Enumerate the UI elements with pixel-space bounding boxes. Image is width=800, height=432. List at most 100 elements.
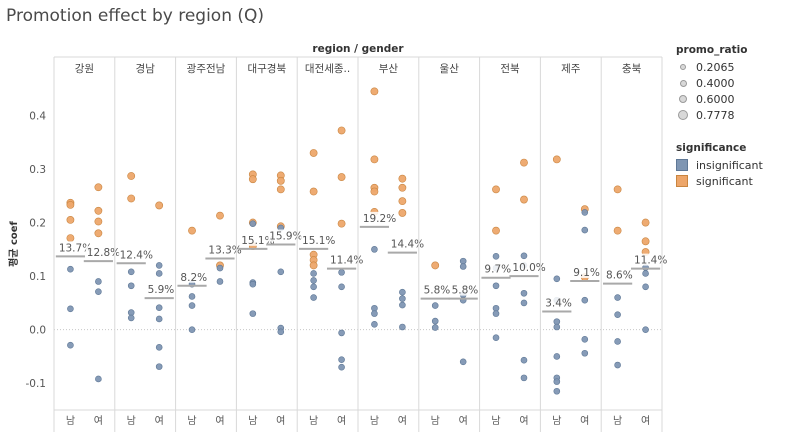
- data-point-insignificant: [371, 246, 378, 253]
- average-label: 5.8%: [424, 285, 451, 297]
- data-point-significant: [66, 201, 75, 209]
- significant-swatch-icon: [676, 175, 688, 187]
- data-point-insignificant: [188, 293, 196, 300]
- data-point-significant: [520, 195, 528, 204]
- average-label: 11.4%: [634, 255, 667, 267]
- data-point-insignificant: [614, 361, 621, 369]
- data-point-insignificant: [553, 323, 561, 331]
- data-point-insignificant: [581, 209, 589, 216]
- average-label: 8.2%: [180, 272, 207, 284]
- gender-label: 여: [641, 415, 650, 427]
- data-point-insignificant: [188, 302, 196, 309]
- y-tick-label: 0.4: [29, 110, 46, 122]
- data-point-insignificant: [492, 253, 500, 260]
- color-legend-item-insignificant[interactable]: insignificant: [676, 157, 763, 173]
- data-point-insignificant: [614, 311, 621, 318]
- gender-label: 여: [337, 415, 346, 427]
- average-label: 3.4%: [545, 297, 572, 309]
- average-label-bg: [422, 283, 448, 296]
- average-label-bg: [118, 248, 144, 261]
- data-point-insignificant: [642, 326, 649, 333]
- data-point-insignificant: [399, 301, 406, 309]
- data-point-insignificant: [492, 334, 500, 342]
- size-legend-item[interactable]: 0.6000: [676, 91, 747, 107]
- y-tick-label: 0.2: [29, 218, 46, 230]
- data-point-insignificant: [338, 283, 345, 291]
- chart-title: Promotion effect by region (Q): [6, 6, 265, 26]
- data-point-insignificant: [310, 294, 317, 301]
- average-label-bg: [483, 262, 509, 275]
- data-point-insignificant: [155, 315, 163, 323]
- data-point-insignificant: [520, 252, 528, 260]
- column-header: region / gender: [312, 43, 404, 55]
- data-point-significant: [337, 126, 346, 135]
- gender-label: 여: [215, 415, 224, 427]
- size-legend-item[interactable]: 0.2065: [676, 59, 747, 75]
- data-point-insignificant: [399, 288, 406, 296]
- data-point-significant: [370, 187, 379, 196]
- region-label: 전북: [500, 63, 520, 75]
- gender-label: 남: [187, 415, 196, 427]
- region-label: 대전세종..: [305, 63, 350, 75]
- region-label: 광주전남: [187, 63, 226, 75]
- size-legend-item[interactable]: 0.4000: [676, 75, 747, 91]
- gender-label: 남: [613, 415, 622, 427]
- data-point-insignificant: [399, 295, 406, 302]
- data-point-significant: [370, 155, 379, 164]
- data-point-significant: [398, 209, 407, 217]
- size-legend-label: 0.7778: [696, 108, 735, 122]
- gender-label: 남: [127, 415, 136, 427]
- region-label: 충북: [622, 63, 642, 75]
- data-point-insignificant: [95, 278, 102, 285]
- gender-label: 남: [370, 415, 379, 427]
- average-label-bg: [572, 265, 598, 278]
- data-point-insignificant: [431, 317, 439, 325]
- data-point-significant: [94, 183, 103, 192]
- data-point-insignificant: [581, 349, 589, 357]
- y-tick-label: 0.0: [29, 325, 46, 337]
- size-legend-circle-icon: [678, 110, 688, 120]
- average-label-bg: [301, 233, 327, 246]
- average-label-bg: [389, 237, 415, 250]
- average-label-bg: [207, 243, 233, 256]
- average-label-bg: [328, 253, 355, 266]
- size-legend-label: 0.6000: [696, 92, 735, 106]
- data-point-insignificant: [338, 269, 345, 276]
- data-point-significant: [370, 87, 379, 96]
- data-point-insignificant: [431, 324, 439, 331]
- gender-label: 남: [431, 415, 440, 427]
- average-label-bg: [632, 253, 659, 266]
- average-label: 15.9%: [269, 231, 302, 243]
- data-point-insignificant: [127, 314, 135, 322]
- size-legend-item[interactable]: 0.7778: [676, 107, 747, 123]
- color-legend-item-significant[interactable]: significant: [676, 173, 763, 189]
- average-label: 8.6%: [606, 270, 633, 282]
- data-point-insignificant: [614, 294, 621, 301]
- size-legend-label: 0.4000: [696, 76, 735, 90]
- data-point-insignificant: [459, 358, 467, 366]
- data-point-significant: [188, 226, 196, 235]
- average-label: 15.1%: [302, 235, 335, 247]
- gender-label: 여: [398, 415, 407, 427]
- region-label: 대구경북: [247, 62, 286, 75]
- data-point-significant: [309, 187, 318, 196]
- region-label: 울산: [440, 63, 460, 75]
- average-label: 14.4%: [391, 239, 424, 251]
- data-point-insignificant: [95, 288, 102, 295]
- data-point-insignificant: [216, 278, 224, 285]
- data-point-insignificant: [492, 282, 500, 290]
- average-label: 13.3%: [208, 244, 241, 256]
- data-point-insignificant: [371, 310, 378, 317]
- gender-label: 여: [94, 415, 103, 427]
- gender-label: 남: [491, 415, 500, 427]
- size-legend-title: promo_ratio: [676, 44, 748, 56]
- average-label-bg: [85, 246, 111, 259]
- data-point-insignificant: [155, 363, 163, 370]
- data-point-insignificant: [310, 270, 317, 277]
- data-point-significant: [492, 185, 500, 194]
- gender-label: 남: [309, 415, 318, 427]
- data-point-significant: [337, 219, 346, 228]
- color-legend-title: significance: [676, 142, 747, 154]
- data-point-insignificant: [155, 344, 163, 351]
